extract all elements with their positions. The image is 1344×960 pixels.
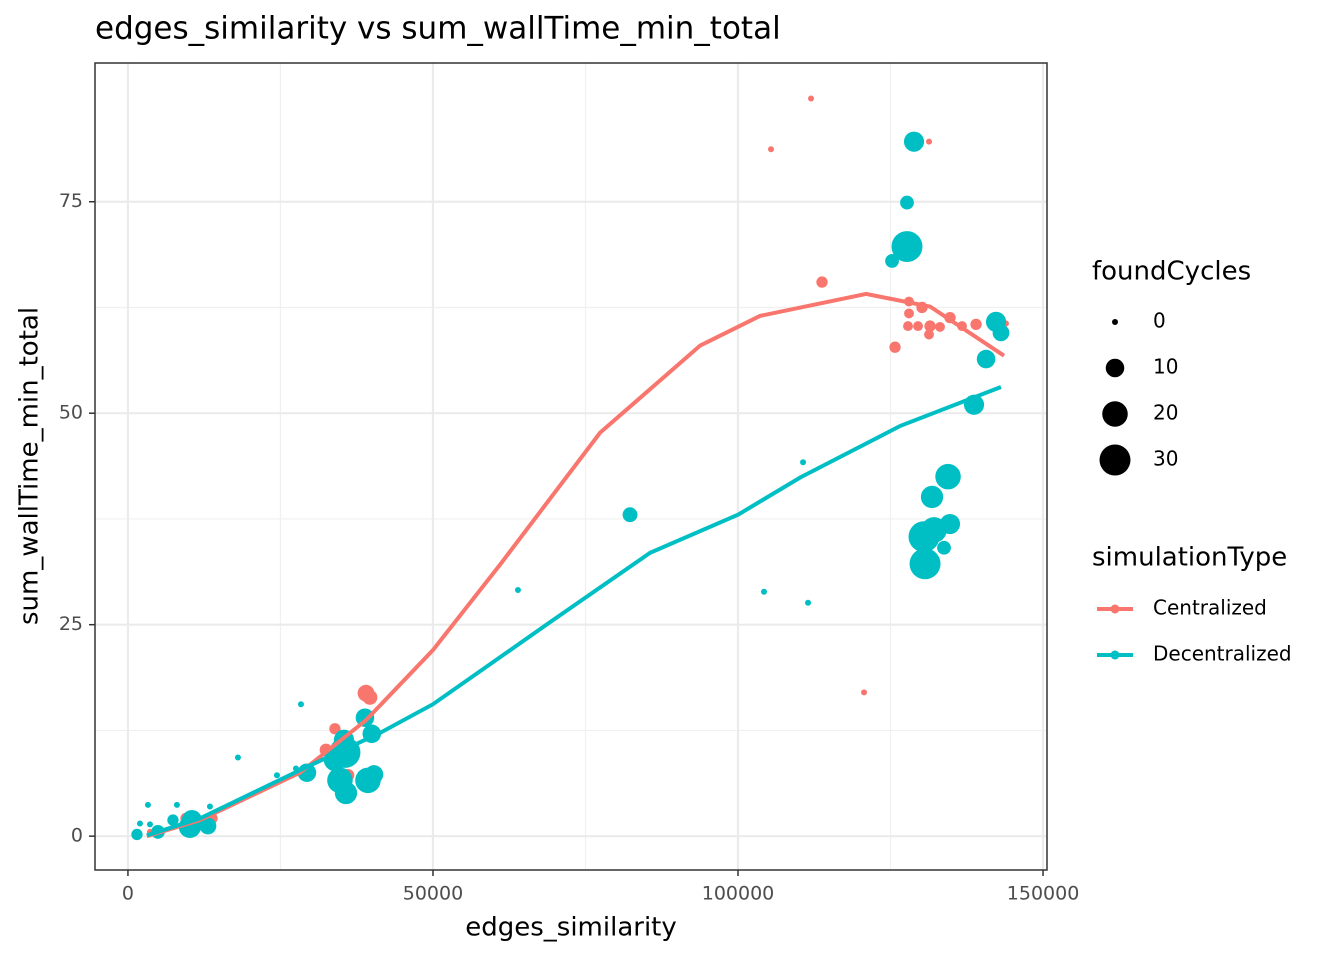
size-legend-label: 20	[1153, 401, 1178, 425]
data-point	[760, 588, 767, 595]
chart-title: edges_similarity vs sum_wallTime_min_tot…	[95, 11, 781, 47]
smooth-line	[146, 291, 1006, 839]
size-legend-label: 30	[1153, 447, 1178, 471]
x-tick-label: 0	[122, 883, 134, 905]
data-point	[136, 820, 143, 827]
data-point	[622, 507, 638, 523]
data-point	[206, 803, 213, 810]
data-point	[861, 689, 868, 696]
legend-label: Decentralized	[1153, 642, 1292, 666]
x-tick-label: 50000	[403, 883, 463, 905]
data-point	[334, 781, 358, 805]
data-point	[891, 231, 923, 263]
data-point	[920, 485, 944, 509]
y-tick-label: 0	[71, 825, 83, 847]
y-tick-label: 25	[59, 613, 83, 635]
size-legend-key	[1112, 319, 1118, 325]
data-point	[146, 821, 153, 828]
x-tick-label: 150000	[1007, 883, 1080, 905]
y-tick-label: 50	[59, 402, 83, 424]
legend-label: Centralized	[1153, 596, 1267, 620]
data-point	[903, 131, 925, 152]
data-point	[976, 349, 996, 369]
panel-border	[94, 62, 1048, 871]
data-point	[364, 765, 384, 784]
data-point	[768, 146, 775, 153]
x-axis-title: edges_similarity	[465, 913, 677, 943]
data-point	[889, 341, 901, 353]
size-legend-key	[1099, 444, 1131, 476]
smooth-line	[146, 385, 1002, 838]
size-legend-key	[1105, 358, 1125, 378]
y-tick-label: 75	[59, 190, 83, 212]
data-point	[800, 459, 807, 466]
size-legend-key	[1102, 401, 1128, 427]
x-tick-label: 100000	[702, 883, 775, 905]
size-legend-label: 0	[1153, 309, 1166, 333]
data-point	[909, 548, 941, 580]
y-axis-title: sum_wallTime_min_total	[15, 307, 45, 625]
data-point	[924, 329, 934, 340]
data-point	[992, 324, 1010, 342]
size-legend-title: foundCycles	[1092, 257, 1251, 287]
data-point	[199, 817, 217, 835]
data-point	[924, 320, 936, 332]
data-point	[173, 801, 180, 808]
data-point	[926, 138, 933, 145]
data-point	[903, 321, 913, 332]
plot-panel	[95, 63, 1047, 870]
legend-dot	[1110, 650, 1120, 660]
data-point	[908, 521, 940, 553]
legend-dot	[1110, 604, 1120, 614]
data-point	[167, 814, 179, 826]
data-point	[329, 723, 341, 735]
size-legend-label: 10	[1153, 355, 1178, 379]
color-legend-title: simulationType	[1092, 543, 1287, 573]
data-point	[362, 690, 378, 705]
data-point	[935, 321, 945, 332]
data-point	[900, 195, 914, 210]
data-point	[904, 308, 914, 319]
data-point	[913, 321, 923, 332]
data-point	[234, 754, 241, 761]
data-point	[808, 95, 815, 102]
data-point	[816, 276, 828, 288]
data-point	[144, 801, 151, 808]
data-point	[514, 587, 521, 594]
data-point	[935, 463, 961, 490]
data-point	[297, 701, 304, 708]
data-point	[885, 254, 899, 268]
data-point	[131, 828, 143, 841]
data-point	[805, 599, 812, 606]
data-point	[273, 772, 280, 779]
data-point	[937, 540, 951, 555]
data-point	[970, 318, 982, 331]
